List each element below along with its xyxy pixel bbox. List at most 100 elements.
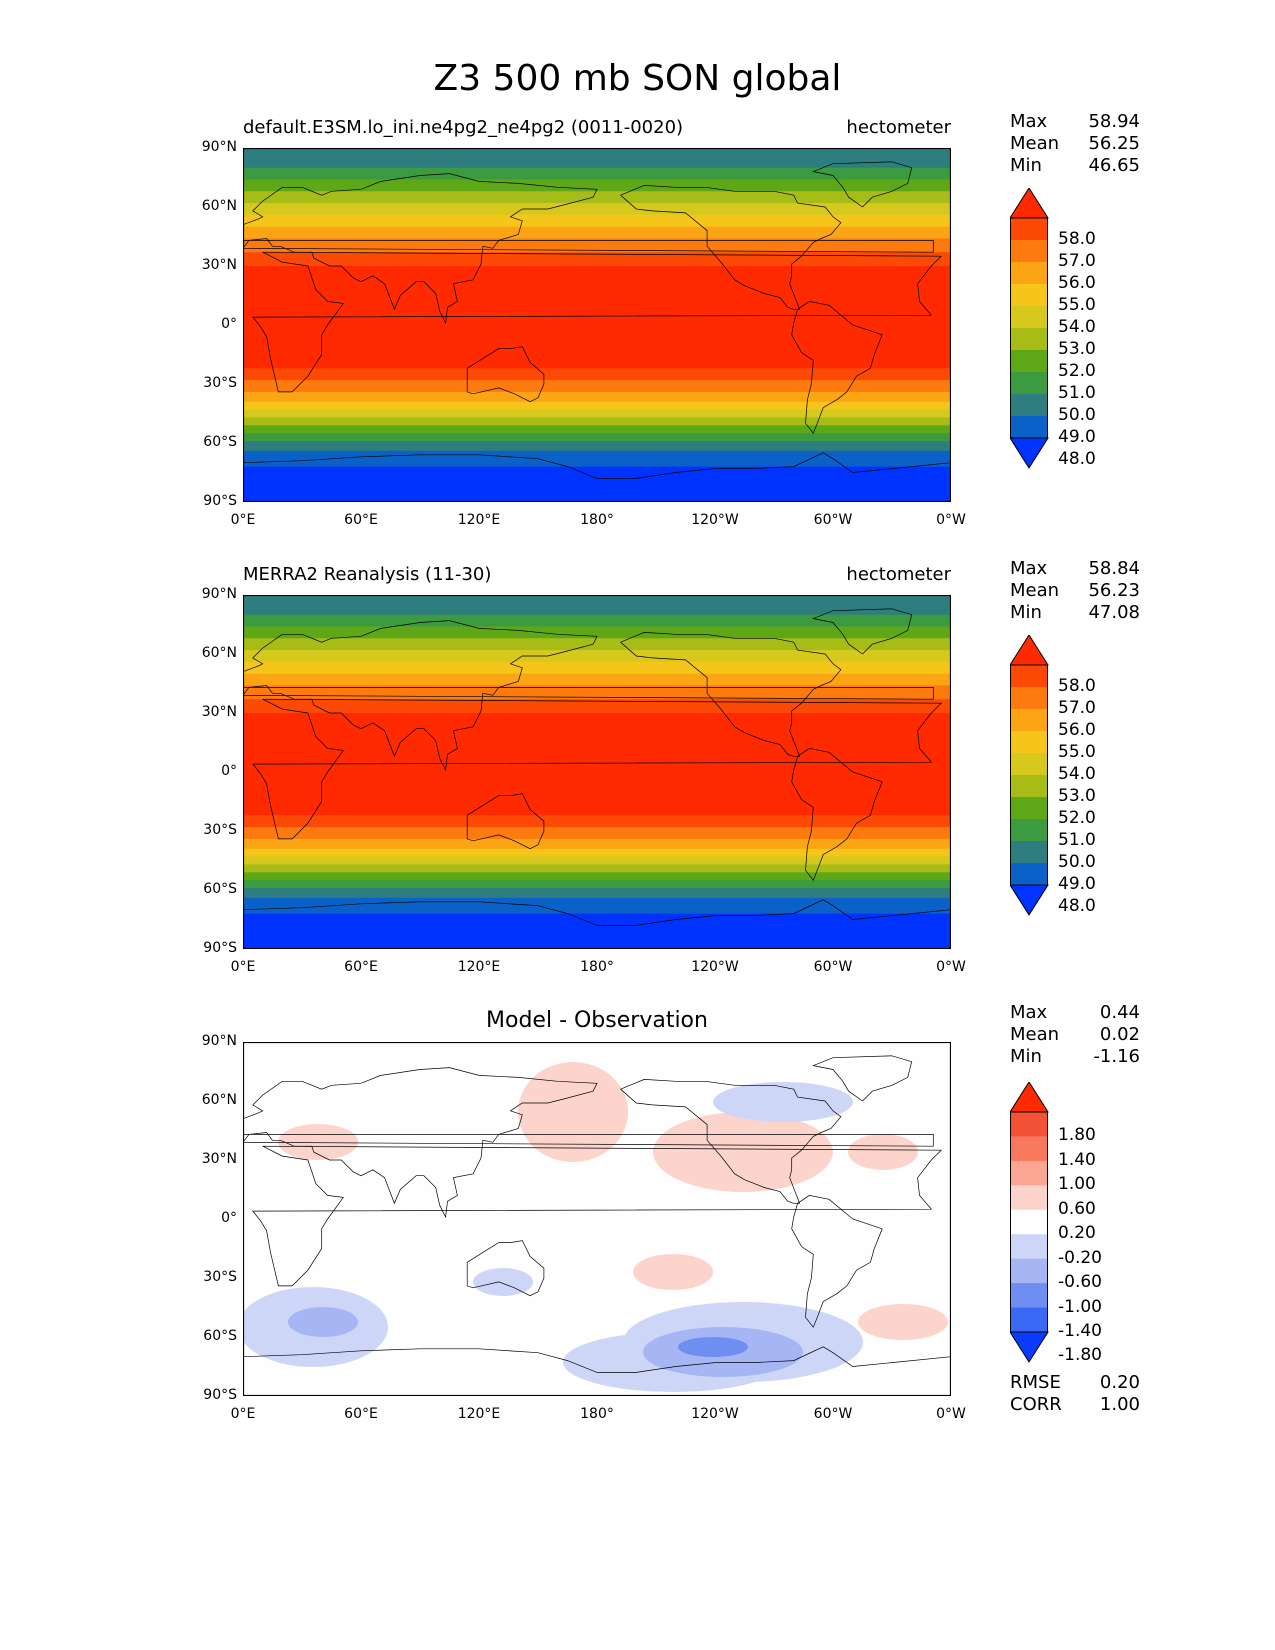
metric-label: RMSE bbox=[1010, 1372, 1061, 1393]
stat-label: Mean bbox=[1010, 133, 1060, 154]
lat-tick-label: 60°N bbox=[201, 1092, 237, 1108]
contour-band bbox=[243, 214, 951, 228]
lat-tick-label: 60°S bbox=[203, 881, 237, 897]
anomaly-region bbox=[633, 1254, 713, 1290]
lon-tick-label: 0°W bbox=[936, 959, 966, 975]
anomaly-region bbox=[518, 1062, 628, 1162]
panel-title: Model - Observation bbox=[486, 1008, 708, 1033]
colorbar-segment bbox=[1010, 437, 1049, 469]
colorbar-label: 57.0 bbox=[1058, 251, 1096, 271]
contour-band bbox=[243, 880, 951, 889]
coastline bbox=[243, 452, 951, 479]
colorbar-segment bbox=[1010, 884, 1049, 916]
panel-units: hectometer bbox=[846, 564, 951, 585]
colorbar-label: 49.0 bbox=[1058, 427, 1096, 447]
colorbar-label: -0.60 bbox=[1058, 1272, 1102, 1293]
colorbar-segment bbox=[1010, 262, 1048, 285]
lat-tick-label: 90°N bbox=[201, 1033, 237, 1049]
lon-tick-label: 0°E bbox=[230, 1406, 256, 1422]
panel-units: hectometer bbox=[846, 117, 951, 138]
colorbar-segment bbox=[1010, 635, 1049, 666]
contour-band bbox=[243, 425, 951, 434]
map-frame bbox=[243, 1042, 951, 1396]
lat-tick-label: 30°N bbox=[201, 257, 237, 273]
colorbar-label: 58.0 bbox=[1058, 229, 1096, 249]
coastline bbox=[466, 346, 545, 403]
contour-band bbox=[243, 888, 951, 899]
lon-tick-label: 60°W bbox=[813, 1406, 853, 1422]
colorbar-segment bbox=[1010, 188, 1049, 219]
colorbar-segment bbox=[1010, 328, 1048, 351]
colorbar-label: 52.0 bbox=[1058, 361, 1096, 381]
stat-value: 0.02 bbox=[1099, 1024, 1140, 1045]
colorbar-label: 0.20 bbox=[1058, 1223, 1096, 1244]
coastline bbox=[243, 1346, 951, 1373]
anomaly-region bbox=[278, 1124, 358, 1160]
contour-band bbox=[243, 864, 951, 873]
colorbar-label: 58.0 bbox=[1058, 676, 1096, 696]
colorbar-segment bbox=[1010, 819, 1048, 842]
lon-tick-label: 60°E bbox=[344, 1406, 378, 1422]
lon-tick-label: 60°W bbox=[813, 959, 853, 975]
contour-band bbox=[243, 913, 951, 949]
colorbar-segment bbox=[1010, 1112, 1048, 1137]
contour-band bbox=[243, 661, 951, 675]
colorbar bbox=[1010, 635, 1049, 916]
lat-tick-label: 60°N bbox=[201, 645, 237, 661]
anomaly-region bbox=[288, 1307, 358, 1337]
contour-band bbox=[243, 179, 951, 192]
colorbar-segment bbox=[1010, 709, 1048, 732]
map-frame bbox=[243, 148, 951, 502]
contour-band bbox=[243, 872, 951, 881]
contour-band bbox=[243, 417, 951, 426]
colorbar-segment bbox=[1010, 218, 1048, 241]
colorbar-segment bbox=[1010, 1331, 1049, 1363]
coastline bbox=[791, 748, 883, 881]
coastline bbox=[252, 1145, 943, 1287]
stats-box: Max 58.94 Mean 56.25 Min 46.65 bbox=[1010, 111, 1140, 177]
contour-band bbox=[243, 148, 951, 169]
stat-label: Mean bbox=[1010, 1024, 1060, 1045]
colorbar-label: 48.0 bbox=[1058, 896, 1096, 916]
lon-tick-label: 0°W bbox=[936, 1406, 966, 1422]
colorbar-segment bbox=[1010, 350, 1048, 373]
anomaly-region bbox=[473, 1268, 533, 1296]
lat-tick-label: 30°S bbox=[203, 375, 237, 391]
contour-band bbox=[243, 433, 951, 442]
coastline bbox=[243, 620, 934, 772]
anomaly-region bbox=[678, 1337, 748, 1357]
lon-tick-label: 180° bbox=[580, 1406, 614, 1422]
colorbar-segment bbox=[1010, 687, 1048, 710]
colorbar-label: 53.0 bbox=[1058, 339, 1096, 359]
stat-label: Max bbox=[1010, 558, 1048, 579]
stat-value: 46.65 bbox=[1088, 155, 1140, 176]
colorbar-segment bbox=[1010, 1234, 1048, 1260]
lat-tick-label: 0° bbox=[221, 1210, 237, 1226]
coastline bbox=[620, 185, 842, 310]
lon-tick-label: 0°W bbox=[936, 512, 966, 528]
contour-band bbox=[243, 450, 951, 468]
contour-band bbox=[243, 897, 951, 915]
lat-tick-label: 30°S bbox=[203, 822, 237, 838]
lat-tick-label: 90°N bbox=[201, 586, 237, 602]
contour-band bbox=[243, 838, 951, 850]
colorbar-label: 50.0 bbox=[1058, 405, 1096, 425]
contour-band bbox=[243, 650, 951, 663]
coastline bbox=[466, 1240, 545, 1297]
colorbar-segment bbox=[1010, 306, 1048, 329]
contour-band bbox=[243, 441, 951, 452]
lat-tick-label: 30°S bbox=[203, 1269, 237, 1285]
colorbar-label: 48.0 bbox=[1058, 449, 1096, 469]
anomaly-region bbox=[858, 1304, 948, 1340]
contour-band bbox=[243, 614, 951, 627]
contour-band bbox=[243, 252, 951, 267]
coastline bbox=[620, 632, 842, 757]
contour-band bbox=[243, 626, 951, 639]
panel-title: default.E3SM.lo_ini.ne4pg2_ne4pg2 (0011-… bbox=[243, 117, 684, 138]
colorbar-segment bbox=[1010, 1209, 1048, 1235]
colorbar-label: 54.0 bbox=[1058, 317, 1096, 337]
colorbar-label: -1.40 bbox=[1058, 1321, 1102, 1341]
stat-value: 47.08 bbox=[1088, 602, 1140, 623]
contour-band bbox=[243, 673, 951, 686]
coastline bbox=[791, 301, 883, 434]
